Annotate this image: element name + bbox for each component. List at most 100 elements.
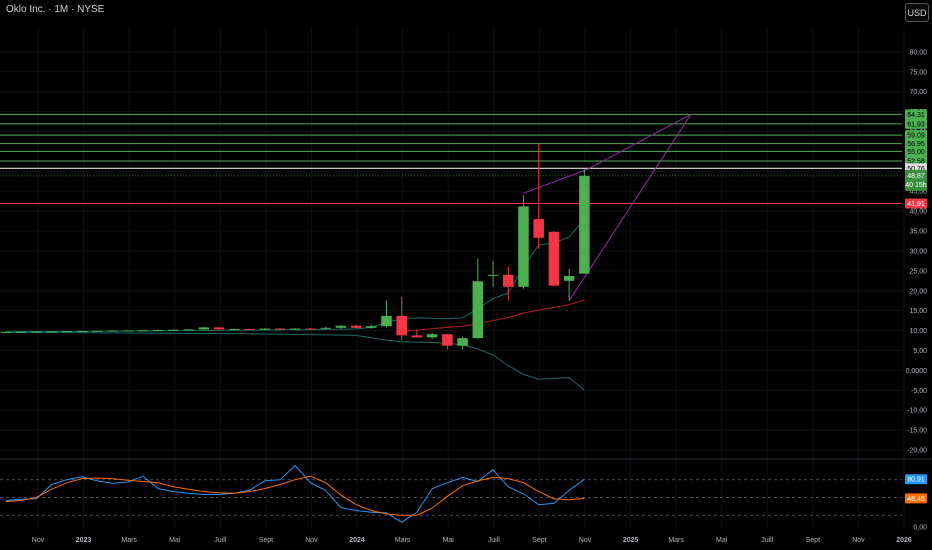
candle-body (548, 231, 560, 286)
candle-body (579, 175, 590, 274)
y-tick-label: 80,00 (909, 49, 927, 56)
candle-body (533, 219, 544, 238)
candle-body (289, 328, 301, 330)
osc-y-tick-label: 0,00 (913, 525, 927, 532)
channel-line (523, 113, 692, 194)
osc-value-tag: 80,91 (907, 477, 925, 484)
candle-body (563, 276, 575, 281)
level-tag: 41,91 (907, 201, 925, 208)
candle-body (122, 330, 134, 332)
osc-series-line (5, 475, 585, 516)
level-tag: 52,58 (907, 159, 925, 166)
level-tag: 59,09 (907, 133, 925, 140)
candle-body (442, 334, 453, 346)
candle-body (426, 334, 438, 338)
x-tick-label: Nov (305, 537, 318, 544)
candle-body (76, 330, 88, 332)
time-axis[interactable]: Nov 2023 Mars Mai Juill Sept Nov 2024 Mars Mai Jui… (32, 537, 912, 544)
candle-body (335, 325, 347, 328)
x-tick-label: Mars (121, 537, 137, 544)
candle-body (472, 281, 484, 339)
candle-body (183, 329, 194, 331)
last-price-tag-bg (905, 169, 927, 191)
x-tick-label: Nov (32, 537, 45, 544)
candle-body (518, 206, 529, 287)
candle-body (259, 328, 270, 330)
level-tag: 50,76 (907, 166, 925, 173)
candle-body (350, 325, 362, 328)
osc-value-tag-bg (905, 493, 927, 504)
stochastic-pane (0, 464, 902, 523)
x-tick-label: Juill (761, 537, 774, 544)
x-tick-label: Mai (716, 537, 728, 544)
level-tag-bg (905, 138, 927, 149)
candle-body (46, 331, 57, 333)
y-tick-label: -20,00 (907, 448, 927, 455)
y-tick-label: -5,00 (911, 388, 927, 395)
x-tick-label: Sept (259, 537, 273, 544)
candle-body (0, 331, 12, 333)
candle-body (92, 330, 103, 332)
y-tick-label: 25,00 (909, 268, 927, 275)
x-tick-label: 2026 (896, 537, 912, 544)
x-tick-label: Mai (443, 537, 455, 544)
candle-body (320, 327, 331, 329)
last-price-tag: 48,87 (907, 173, 925, 180)
x-tick-label: Sept (532, 537, 546, 544)
candle-body (137, 330, 149, 332)
teal-band-lower (6, 332, 585, 391)
candle-body (396, 315, 407, 336)
teal-band (6, 218, 585, 391)
x-tick-label: Mars (668, 537, 684, 544)
y-tick-label: -15,00 (907, 428, 927, 435)
y-tick-label: 35,00 (909, 229, 927, 236)
y-tick-label: 20,00 (909, 288, 927, 295)
candle-body (229, 329, 240, 330)
chart-title: Oklo Inc. · 1M · NYSE (6, 4, 105, 15)
candle-body (503, 274, 514, 287)
candle-body (213, 327, 225, 330)
candle-body (61, 331, 73, 333)
candle-body (168, 329, 179, 331)
y-tick-label: 30,00 (909, 248, 927, 255)
y-tick-label: 40,00 (909, 209, 927, 216)
level-tag-bg (905, 118, 927, 129)
level-tag-bg (905, 109, 927, 120)
level-tag: 55,00 (907, 149, 925, 156)
candle-body (244, 329, 255, 330)
candle-body (31, 331, 42, 333)
candle-body (107, 330, 118, 332)
candle-body (305, 328, 316, 330)
x-tick-label: Mars (395, 537, 411, 544)
osc-value-tag: 48,45 (907, 496, 925, 503)
osc-series-line (5, 464, 585, 523)
level-tag-bg (905, 198, 927, 209)
y-tick-label: 0,0000 (906, 368, 928, 375)
y-tick-label: -10,00 (907, 408, 927, 415)
y-tick-label: 15,00 (909, 308, 927, 315)
x-tick-label: Juill (214, 537, 227, 544)
x-tick-label: 2023 (76, 537, 92, 544)
candle-body (366, 326, 377, 328)
y-tick-label: 75,00 (909, 69, 927, 76)
pink-ma-line (401, 299, 585, 332)
y-tick-label: 5,00 (913, 348, 927, 355)
candle-body (457, 338, 468, 346)
candle-body (152, 329, 164, 331)
price-channel (523, 113, 692, 301)
y-tick-label: 10,00 (909, 328, 927, 335)
candle-body (15, 331, 27, 333)
currency-button[interactable]: USD (905, 3, 929, 22)
osc-value-tag-bg (905, 474, 927, 485)
grid (0, 28, 905, 530)
horizontal-levels (0, 113, 902, 205)
candle-body (198, 327, 210, 330)
level-tag-bg (905, 130, 927, 141)
x-tick-label: 2025 (623, 537, 639, 544)
candle-body (411, 335, 423, 338)
candle-body (487, 274, 499, 276)
level-tag: 64,31 (907, 112, 925, 119)
x-tick-label: 2024 (349, 537, 365, 544)
